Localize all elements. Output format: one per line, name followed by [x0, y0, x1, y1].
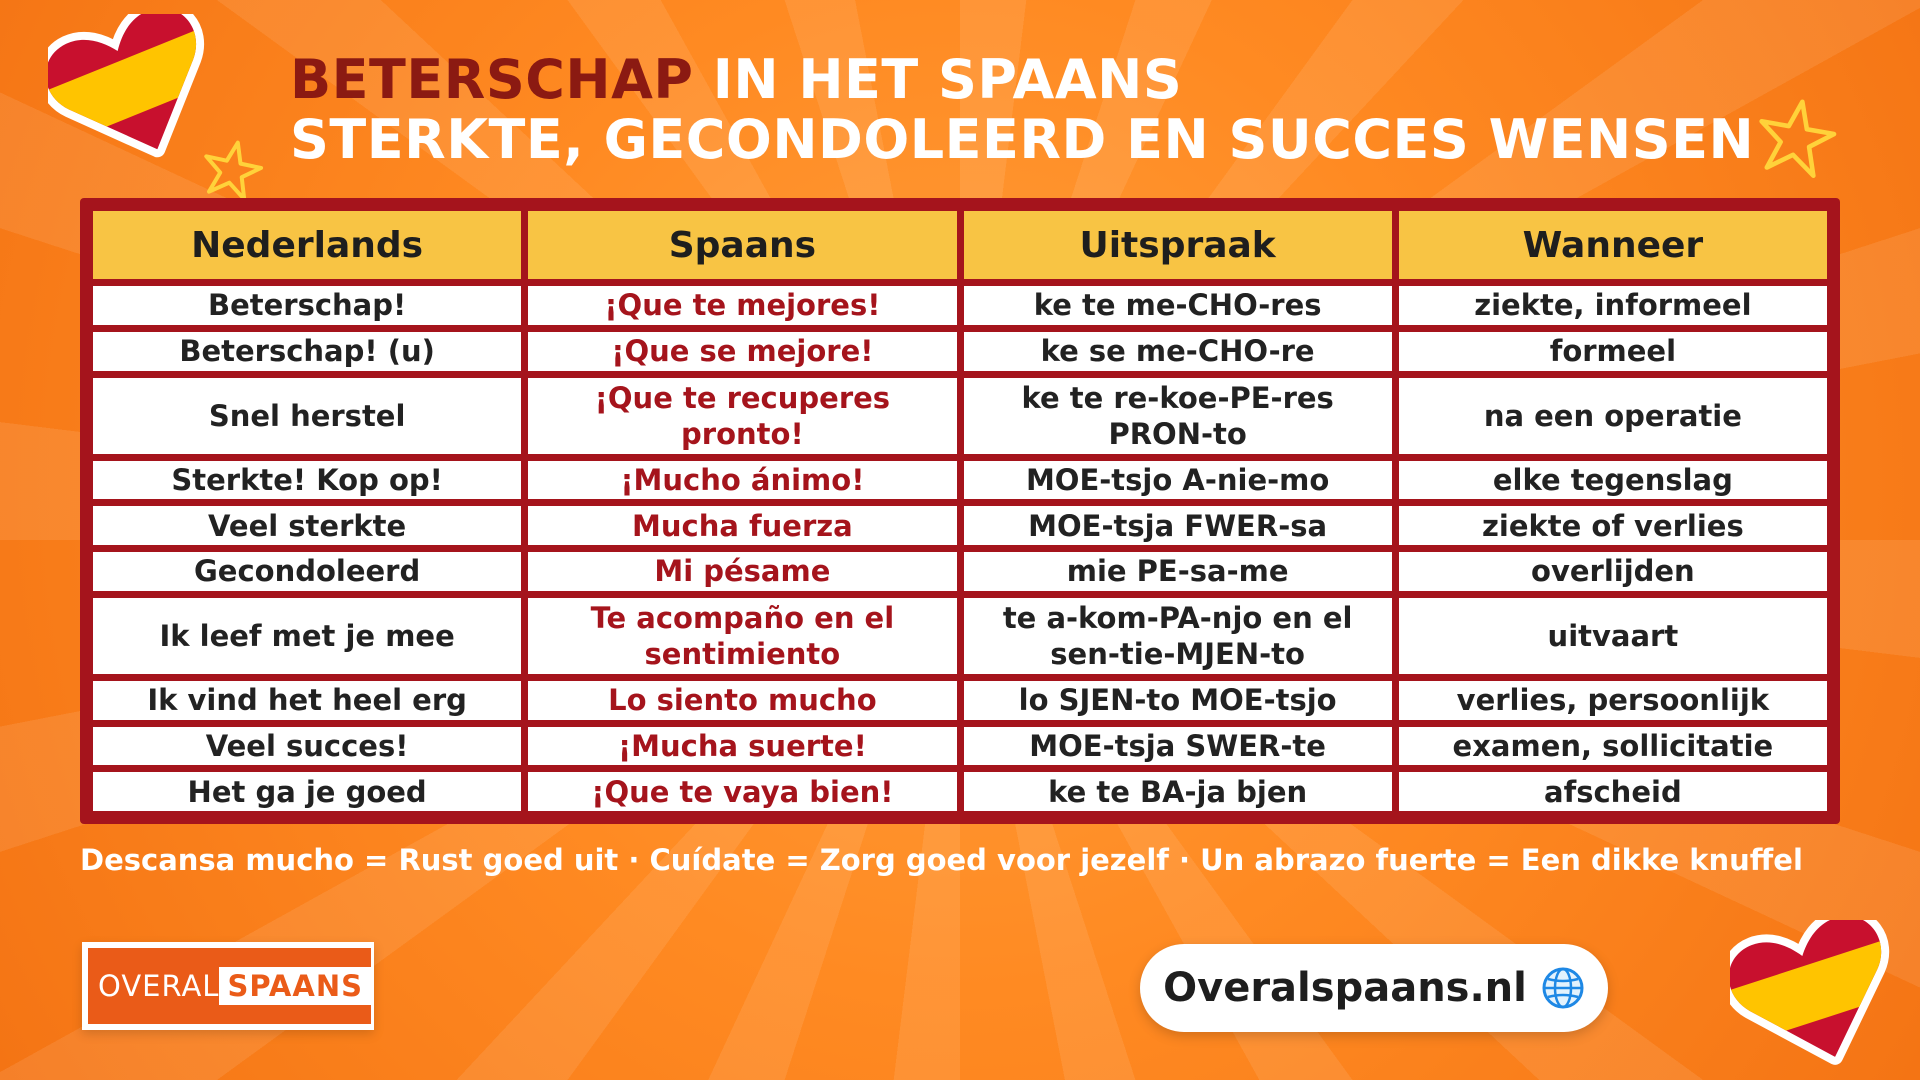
cell-wanneer: formeel — [1398, 331, 1827, 371]
cell-spaans: Mi pésame — [528, 552, 957, 591]
cell-uitspraak: ke te BA-ja bjen — [963, 772, 1392, 811]
star-icon — [204, 140, 264, 202]
spanish-flag-heart-icon — [48, 14, 218, 164]
phrase-table-grid: Nederlands Spaans Uitspraak Wanneer Bete… — [86, 204, 1834, 818]
cell-spaans: ¡Mucha suerte! — [528, 726, 957, 766]
cell-nederlands: Veel sterkte — [93, 506, 522, 545]
subtitle: STERKTE, GECONDOLEERD EN SUCCES WENSEN — [290, 108, 1755, 171]
column-header-nederlands: Nederlands — [93, 211, 522, 279]
cell-spaans: ¡Mucho ánimo! — [528, 460, 957, 500]
cell-nederlands: Beterschap! — [93, 286, 522, 325]
table-header-row: Nederlands Spaans Uitspraak Wanneer — [93, 211, 1827, 279]
cell-uitspraak: MOE-tsja SWER-te — [963, 726, 1392, 766]
phrase-table: Nederlands Spaans Uitspraak Wanneer Bete… — [80, 198, 1840, 824]
cell-spaans: ¡Que te recuperes pronto! — [528, 377, 957, 454]
overalspaans-logo: OVERAL SPAANS — [82, 942, 374, 1030]
cell-nederlands: Ik leef met je mee — [93, 597, 522, 674]
cell-nederlands: Veel succes! — [93, 726, 522, 766]
cell-nederlands: Het ga je goed — [93, 772, 522, 811]
cell-spaans: Te acompaño en el sentimiento — [528, 597, 957, 674]
cell-nederlands: Sterkte! Kop op! — [93, 460, 522, 500]
cell-wanneer: verlies, persoonlijk — [1398, 680, 1827, 720]
cell-uitspraak: mie PE-sa-me — [963, 552, 1392, 591]
website-link[interactable]: Overalspaans.nl — [1140, 944, 1608, 1032]
cell-wanneer: overlijden — [1398, 552, 1827, 591]
cell-wanneer: afscheid — [1398, 772, 1827, 811]
cell-spaans: Mucha fuerza — [528, 506, 957, 545]
logo-part-overal: OVERAL — [98, 969, 220, 1003]
cell-uitspraak: lo SJEN-to MOE-tsjo — [963, 680, 1392, 720]
cell-uitspraak: ke te me-CHO-res — [963, 286, 1392, 325]
title-rest: IN HET SPAANS — [693, 48, 1183, 111]
cell-wanneer: elke tegenslag — [1398, 460, 1827, 500]
column-header-wanneer: Wanneer — [1398, 211, 1827, 279]
column-header-spaans: Spaans — [528, 211, 957, 279]
cell-wanneer: ziekte of verlies — [1398, 506, 1827, 545]
globe-icon — [1542, 967, 1584, 1009]
spanish-flag-heart-icon — [1730, 920, 1900, 1070]
table-row: Snel herstel ¡Que te recuperes pronto! k… — [93, 377, 1827, 454]
cell-uitspraak: ke se me-CHO-re — [963, 331, 1392, 371]
cell-nederlands: Beterschap! (u) — [93, 331, 522, 371]
table-row: Het ga je goed ¡Que te vaya bien! ke te … — [93, 772, 1827, 811]
cell-wanneer: na een operatie — [1398, 377, 1827, 454]
cell-uitspraak: te a-kom-PA-njo en el sen-tie-MJEN-to — [963, 597, 1392, 674]
table-row: Ik leef met je mee Te acompaño en el sen… — [93, 597, 1827, 674]
cell-wanneer: uitvaart — [1398, 597, 1827, 674]
table-row: Gecondoleerd Mi pésame mie PE-sa-me over… — [93, 552, 1827, 591]
table-row: Ik vind het heel erg Lo siento mucho lo … — [93, 680, 1827, 720]
cell-wanneer: ziekte, informeel — [1398, 286, 1827, 325]
table-row: Veel sterkte Mucha fuerza MOE-tsja FWER-… — [93, 506, 1827, 545]
cell-uitspraak: MOE-tsjo A-nie-mo — [963, 460, 1392, 500]
cell-nederlands: Gecondoleerd — [93, 552, 522, 591]
logo-inner: OVERAL SPAANS — [88, 948, 371, 1024]
cell-spaans: ¡Que te vaya bien! — [528, 772, 957, 811]
website-label: Overalspaans.nl — [1163, 965, 1527, 1011]
footer-note: Descansa mucho = Rust goed uit · Cuídate… — [80, 843, 1803, 877]
cell-uitspraak: ke te re-koe-PE-res PRON-to — [963, 377, 1392, 454]
cell-spaans: ¡Que te mejores! — [528, 286, 957, 325]
cell-spaans: ¡Que se mejore! — [528, 331, 957, 371]
cell-spaans: Lo siento mucho — [528, 680, 957, 720]
column-header-uitspraak: Uitspraak — [963, 211, 1392, 279]
star-icon — [1759, 99, 1837, 179]
table-row: Veel succes! ¡Mucha suerte! MOE-tsja SWE… — [93, 726, 1827, 766]
table-row: Sterkte! Kop op! ¡Mucho ánimo! MOE-tsjo … — [93, 460, 1827, 500]
logo-part-spaans: SPAANS — [219, 967, 371, 1005]
table-row: Beterschap! ¡Que te mejores! ke te me-CH… — [93, 286, 1827, 325]
page-title: BETERSCHAP IN HET SPAANS STERKTE, GECOND… — [290, 50, 1754, 170]
cell-nederlands: Ik vind het heel erg — [93, 680, 522, 720]
title-highlight: BETERSCHAP — [290, 48, 694, 111]
cell-uitspraak: MOE-tsja FWER-sa — [963, 506, 1392, 545]
cell-nederlands: Snel herstel — [93, 377, 522, 454]
cell-wanneer: examen, sollicitatie — [1398, 726, 1827, 766]
table-row: Beterschap! (u) ¡Que se mejore! ke se me… — [93, 331, 1827, 371]
